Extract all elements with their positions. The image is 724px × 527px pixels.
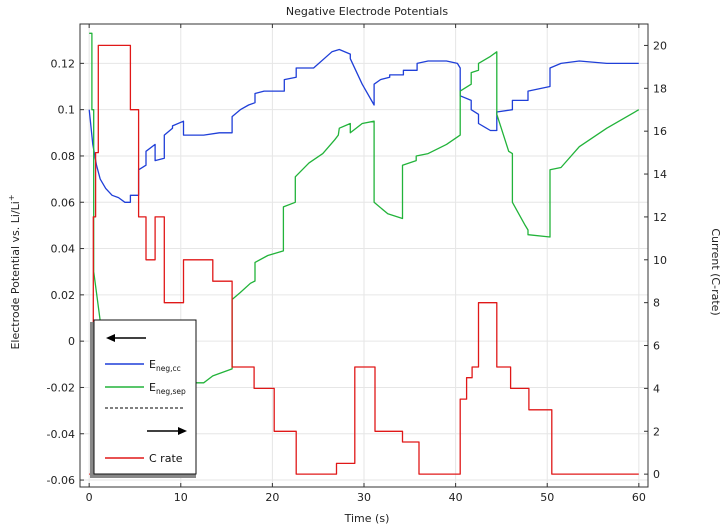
y2-tick-label: 20 [653, 39, 667, 52]
legend-label-eneg-sep-main: E [149, 381, 156, 394]
ticks: 0 10 20 30 40 50 60-0.06-0.04-0.0200.020.040.0… [47, 24, 667, 504]
y-tick-label: 0.12 [51, 57, 76, 70]
legend-label-eneg-cc: Eneg,cc [149, 358, 181, 373]
y-axis-label: Electrode Potential vs. Li/Li+ [7, 194, 22, 349]
legend-label-eneg-sep: Eneg,sep [149, 381, 186, 396]
legend-arrow-right-head-icon [178, 427, 187, 435]
x-tick-label: 50 [540, 491, 554, 504]
y-tick-label: 0.1 [58, 104, 76, 117]
x-tick-label: 60 [632, 491, 646, 504]
legend-label-c-rate: C rate [149, 452, 183, 465]
y2-tick-label: 18 [653, 82, 667, 95]
y-tick-label: 0.08 [51, 150, 76, 163]
y2-tick-label: 12 [653, 211, 667, 224]
legend-label-eneg-cc-sub: neg,cc [156, 364, 181, 373]
y2-tick-label: 10 [653, 254, 667, 267]
y-tick-label: -0.02 [47, 381, 75, 394]
y2-tick-label: 4 [653, 382, 660, 395]
y-tick-label: 0 [68, 335, 75, 348]
x-tick-label: 20 [265, 491, 279, 504]
y-axis-label-sup: + [7, 194, 16, 201]
y2-tick-label: 14 [653, 168, 667, 181]
y-tick-label: 0.02 [51, 289, 76, 302]
chart-title: Negative Electrode Potentials [286, 5, 448, 18]
y2-tick-label: 0 [653, 468, 660, 481]
series-line-c-rate [89, 44, 639, 475]
legend-box [93, 319, 197, 475]
y-tick-label: 0.06 [51, 196, 76, 209]
series-line-eneg-cc [88, 48, 639, 203]
y2-axis-label: Current (C-rate) [709, 228, 722, 315]
legend: Eneg,cc Eneg,sep C rate [90, 319, 197, 478]
y2-tick-label: 8 [653, 297, 660, 310]
y-tick-label: 0.04 [51, 243, 76, 256]
x-tick-label: 0 [86, 491, 93, 504]
y-tick-label: -0.06 [47, 474, 75, 487]
y2-tick-label: 2 [653, 425, 660, 438]
y-axis-label-main: Electrode Potential vs. Li/Li [9, 201, 22, 349]
x-tick-label: 30 [357, 491, 371, 504]
legend-arrow-left-head-icon [106, 334, 115, 342]
x-tick-label: 40 [449, 491, 463, 504]
legend-label-eneg-sep-sub: neg,sep [156, 387, 186, 396]
y2-tick-label: 16 [653, 125, 667, 138]
x-axis-label: Time (s) [344, 512, 390, 525]
y2-tick-label: 6 [653, 340, 660, 353]
legend-label-eneg-cc-main: E [149, 358, 156, 371]
x-tick-label: 10 [174, 491, 188, 504]
y-tick-label: -0.04 [47, 428, 75, 441]
